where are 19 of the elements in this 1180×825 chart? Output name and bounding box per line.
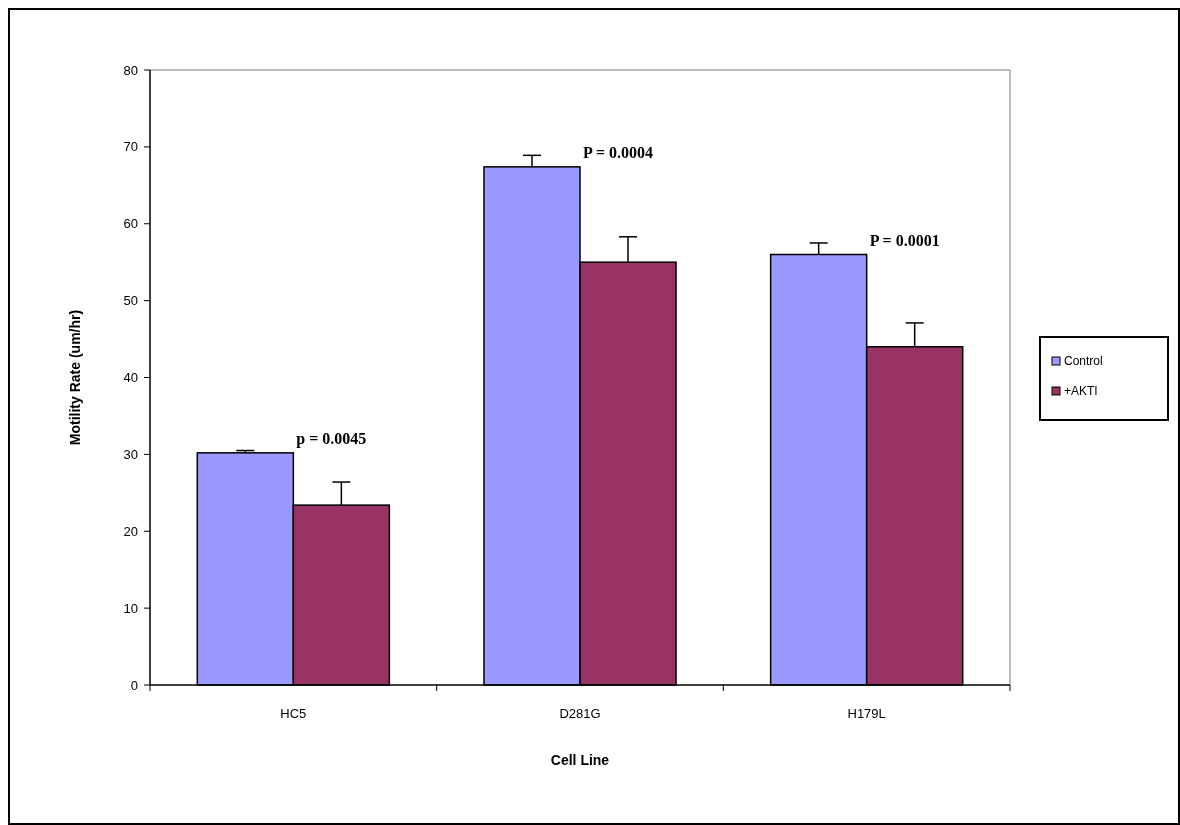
y-tick-label: 30 [123,446,138,462]
annotation: p = 0.0045 [296,430,367,449]
y-axis-title: Motility Rate (um/hr) [67,309,83,446]
y-tick-label: 0 [130,677,138,693]
y-tick-label: 10 [123,600,138,616]
y-tick-label: 40 [123,370,138,386]
y-tick-label: 50 [123,293,138,309]
y-tick-label: 60 [123,216,138,232]
y-tick-label: 70 [123,139,138,155]
x-tick-label: HC5 [280,706,307,721]
x-tick-label: H179L [847,706,886,721]
x-axis-title: Cell Line [550,752,610,768]
annotation: P = 0.0001 [869,232,940,250]
y-tick-label: 20 [123,523,138,539]
annotation: P = 0.0004 [583,144,654,162]
x-tick-label: D281G [559,706,601,721]
legend-label: +AKTI [1064,384,1098,399]
legend-label: Control [1064,354,1103,369]
y-tick-label: 80 [123,62,138,78]
